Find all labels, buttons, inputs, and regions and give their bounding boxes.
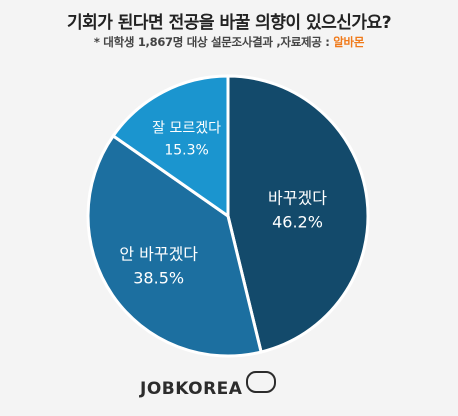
slice-name-label: 바꾸겠다 [268, 189, 327, 208]
logo-mark-icon [246, 371, 277, 393]
subtitle-text: * 대학생 1,867명 대상 설문조사결과 ,자료제공 : [93, 35, 334, 49]
jobkorea-logo: JOBKOREA [140, 371, 277, 406]
subtitle-source: 알바몬 [333, 35, 365, 49]
pie-slice [111, 74, 230, 218]
page-title: 기회가 된다면 전공을 바꿀 의향이 있으신가요? [66, 13, 392, 33]
page-subtitle: * 대학생 1,867명 대상 설문조사결과 ,자료제공 : 알바몬 [0, 34, 458, 50]
slice-name-label: 잘 모르겠다 [152, 121, 221, 137]
pie-slices [86, 74, 370, 358]
slice-name-label: 안 바꾸겠다 [119, 244, 198, 263]
slice-value-label: 38.5% [133, 268, 184, 287]
pie-slice [226, 74, 370, 354]
logo-text: JOBKOREA [140, 379, 243, 399]
slice-value-label: 15.3% [164, 143, 208, 159]
pie-labels: 바꾸겠다 46.2% 안 바꾸겠다 38.5% 잘 모르겠다 15.3% [119, 121, 327, 288]
pie-slice [86, 134, 263, 358]
slice-value-label: 46.2% [272, 213, 323, 232]
